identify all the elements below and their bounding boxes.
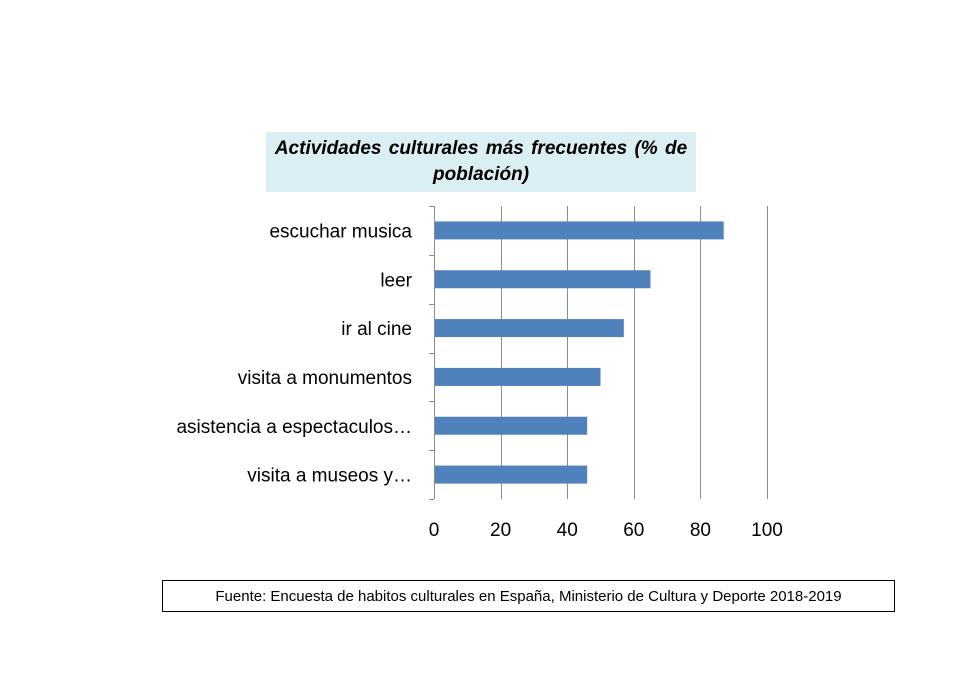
bar-3	[435, 367, 601, 386]
category-label: escuchar musica	[269, 221, 412, 242]
bar-5	[435, 465, 588, 484]
category-label: visita a monumentos	[238, 368, 412, 389]
source-box: Fuente: Encuesta de habitos culturales e…	[162, 580, 895, 612]
source-text: Fuente: Encuesta de habitos culturales e…	[215, 587, 842, 605]
x-tick-label: 60	[623, 520, 644, 541]
x-tick-label: 80	[690, 520, 711, 541]
chart-title: Actividades culturales más frecuentes (%…	[274, 138, 688, 185]
x-tick-label: 100	[751, 520, 783, 541]
bar-0	[435, 221, 724, 240]
category-label: visita a museos y…	[247, 466, 412, 487]
category-label: asistencia a espectaculos…	[176, 417, 412, 438]
chart-title-box: Actividades culturales más frecuentes (%…	[266, 132, 696, 192]
bar-1	[435, 270, 651, 289]
x-tick-label: 0	[429, 520, 440, 541]
bar-2	[435, 319, 624, 338]
category-label: ir al cine	[341, 319, 412, 340]
category-label: leer	[380, 270, 412, 291]
x-tick-label: 40	[557, 520, 578, 541]
x-tick-label: 20	[490, 520, 511, 541]
bar-4	[435, 416, 588, 435]
